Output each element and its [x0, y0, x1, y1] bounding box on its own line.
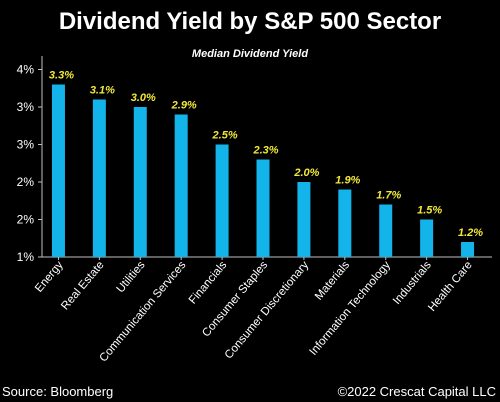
bar	[133, 107, 147, 257]
bar	[420, 219, 434, 257]
data-label: 3.0%	[131, 92, 156, 104]
data-label: 3.3%	[49, 70, 74, 82]
y-tick-label: 2%	[17, 175, 35, 189]
category-label: Information Technology	[308, 259, 394, 358]
y-tick-label: 3%	[17, 100, 35, 114]
data-label: 1.9%	[335, 175, 360, 187]
bar	[461, 242, 475, 257]
data-label: 1.5%	[417, 205, 442, 217]
category-label: Financials	[187, 259, 230, 307]
data-label: 2.5%	[212, 130, 238, 142]
y-tick-label: 3%	[17, 138, 35, 152]
data-label: 2.9%	[171, 100, 197, 112]
chart-title: Dividend Yield by S&P 500 Sector	[58, 8, 442, 35]
y-tick-label: 4%	[17, 63, 35, 77]
bar	[51, 84, 65, 257]
data-label: 1.7%	[376, 190, 401, 202]
data-label: 1.2%	[458, 227, 483, 239]
category-label: Energy	[33, 259, 66, 295]
category-label: Consumer Discretionary	[223, 259, 312, 361]
category-label: Industrials	[391, 259, 434, 307]
category-label: Real Estate	[59, 259, 106, 312]
bar	[92, 99, 106, 257]
bar	[338, 189, 352, 257]
chart-subtitle: Median Dividend Yield	[191, 48, 309, 60]
data-label: 2.3%	[252, 145, 278, 157]
y-tick-label: 2%	[17, 213, 35, 227]
copyright-note: ©2022 Crescat Capital LLC	[337, 384, 496, 399]
y-tick-label: 1%	[17, 250, 35, 264]
category-label: Materials	[313, 259, 352, 303]
source-note: Source: Bloomberg	[2, 384, 114, 399]
bar	[215, 144, 229, 257]
bar	[256, 159, 270, 257]
bar	[379, 204, 393, 257]
category-label: Utilities	[115, 259, 148, 295]
data-label: 2.0%	[293, 167, 319, 179]
bar	[174, 114, 188, 257]
category-label: Communication Services	[98, 259, 189, 364]
data-label: 3.1%	[90, 85, 115, 97]
bar	[297, 182, 311, 257]
